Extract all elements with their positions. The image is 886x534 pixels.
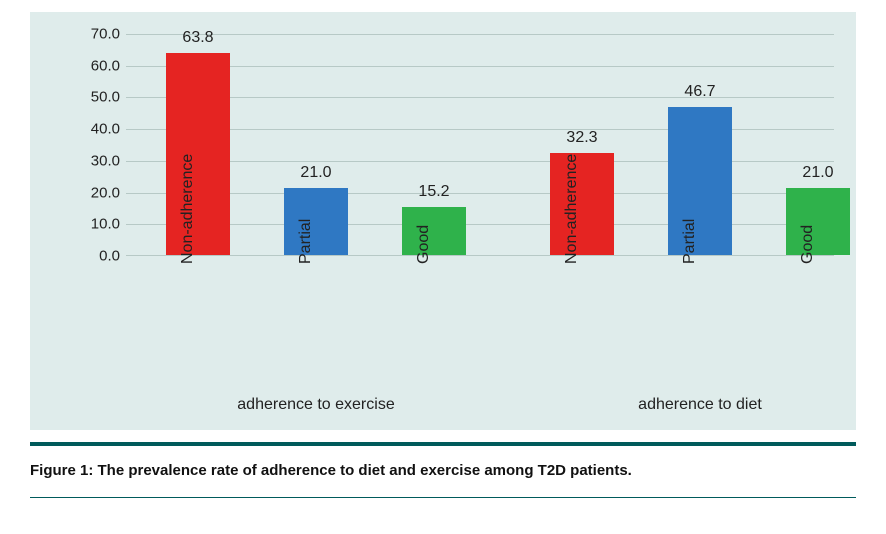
bar-value: 63.8 (138, 29, 258, 47)
divider-thin (30, 497, 856, 498)
plot-area: 63.821.015.232.346.721.0 (126, 34, 834, 256)
bar (402, 207, 466, 255)
y-tick-label: 20.0 (72, 184, 120, 201)
group-label: adherence to exercise (237, 396, 394, 414)
bar-value: 21.0 (758, 164, 878, 182)
y-tick-label: 60.0 (72, 57, 120, 74)
divider-thick (30, 442, 856, 446)
bar (786, 188, 850, 255)
bar-value: 21.0 (256, 164, 376, 182)
bar-value: 15.2 (374, 183, 494, 201)
y-tick-label: 50.0 (72, 89, 120, 106)
bar-value: 46.7 (640, 83, 760, 101)
x-category-label: Non-adherence (563, 154, 581, 264)
chart-inner: 0.010.020.030.040.050.060.070.0 63.821.0… (72, 34, 834, 418)
bar (284, 188, 348, 255)
x-category-label: Good (799, 225, 817, 264)
bar (550, 153, 614, 255)
figure-caption: Figure 1: The prevalence rate of adheren… (30, 462, 856, 479)
y-tick-label: 30.0 (72, 152, 120, 169)
x-category-label: Good (415, 225, 433, 264)
bar (166, 53, 230, 255)
x-category-label: Partial (297, 219, 315, 264)
y-tick-label: 0.0 (72, 248, 120, 265)
x-category-label: Partial (681, 219, 699, 264)
x-category-label: Non-adherence (179, 154, 197, 264)
y-tick-label: 40.0 (72, 121, 120, 138)
bars-container (126, 34, 834, 255)
y-tick-label: 10.0 (72, 216, 120, 233)
figure-wrap: 0.0 10.0 20.0 30.0 40.0 50.0 60.0 70.0 63.8 21.0… (30, 12, 856, 498)
y-tick-label: 70.0 (72, 26, 120, 43)
group-label: adherence to diet (638, 396, 762, 414)
bar (668, 107, 732, 255)
chart-panel: 0.0 10.0 20.0 30.0 40.0 50.0 60.0 70.0 63.8 21.0… (30, 12, 856, 430)
bar-value: 32.3 (522, 129, 642, 147)
